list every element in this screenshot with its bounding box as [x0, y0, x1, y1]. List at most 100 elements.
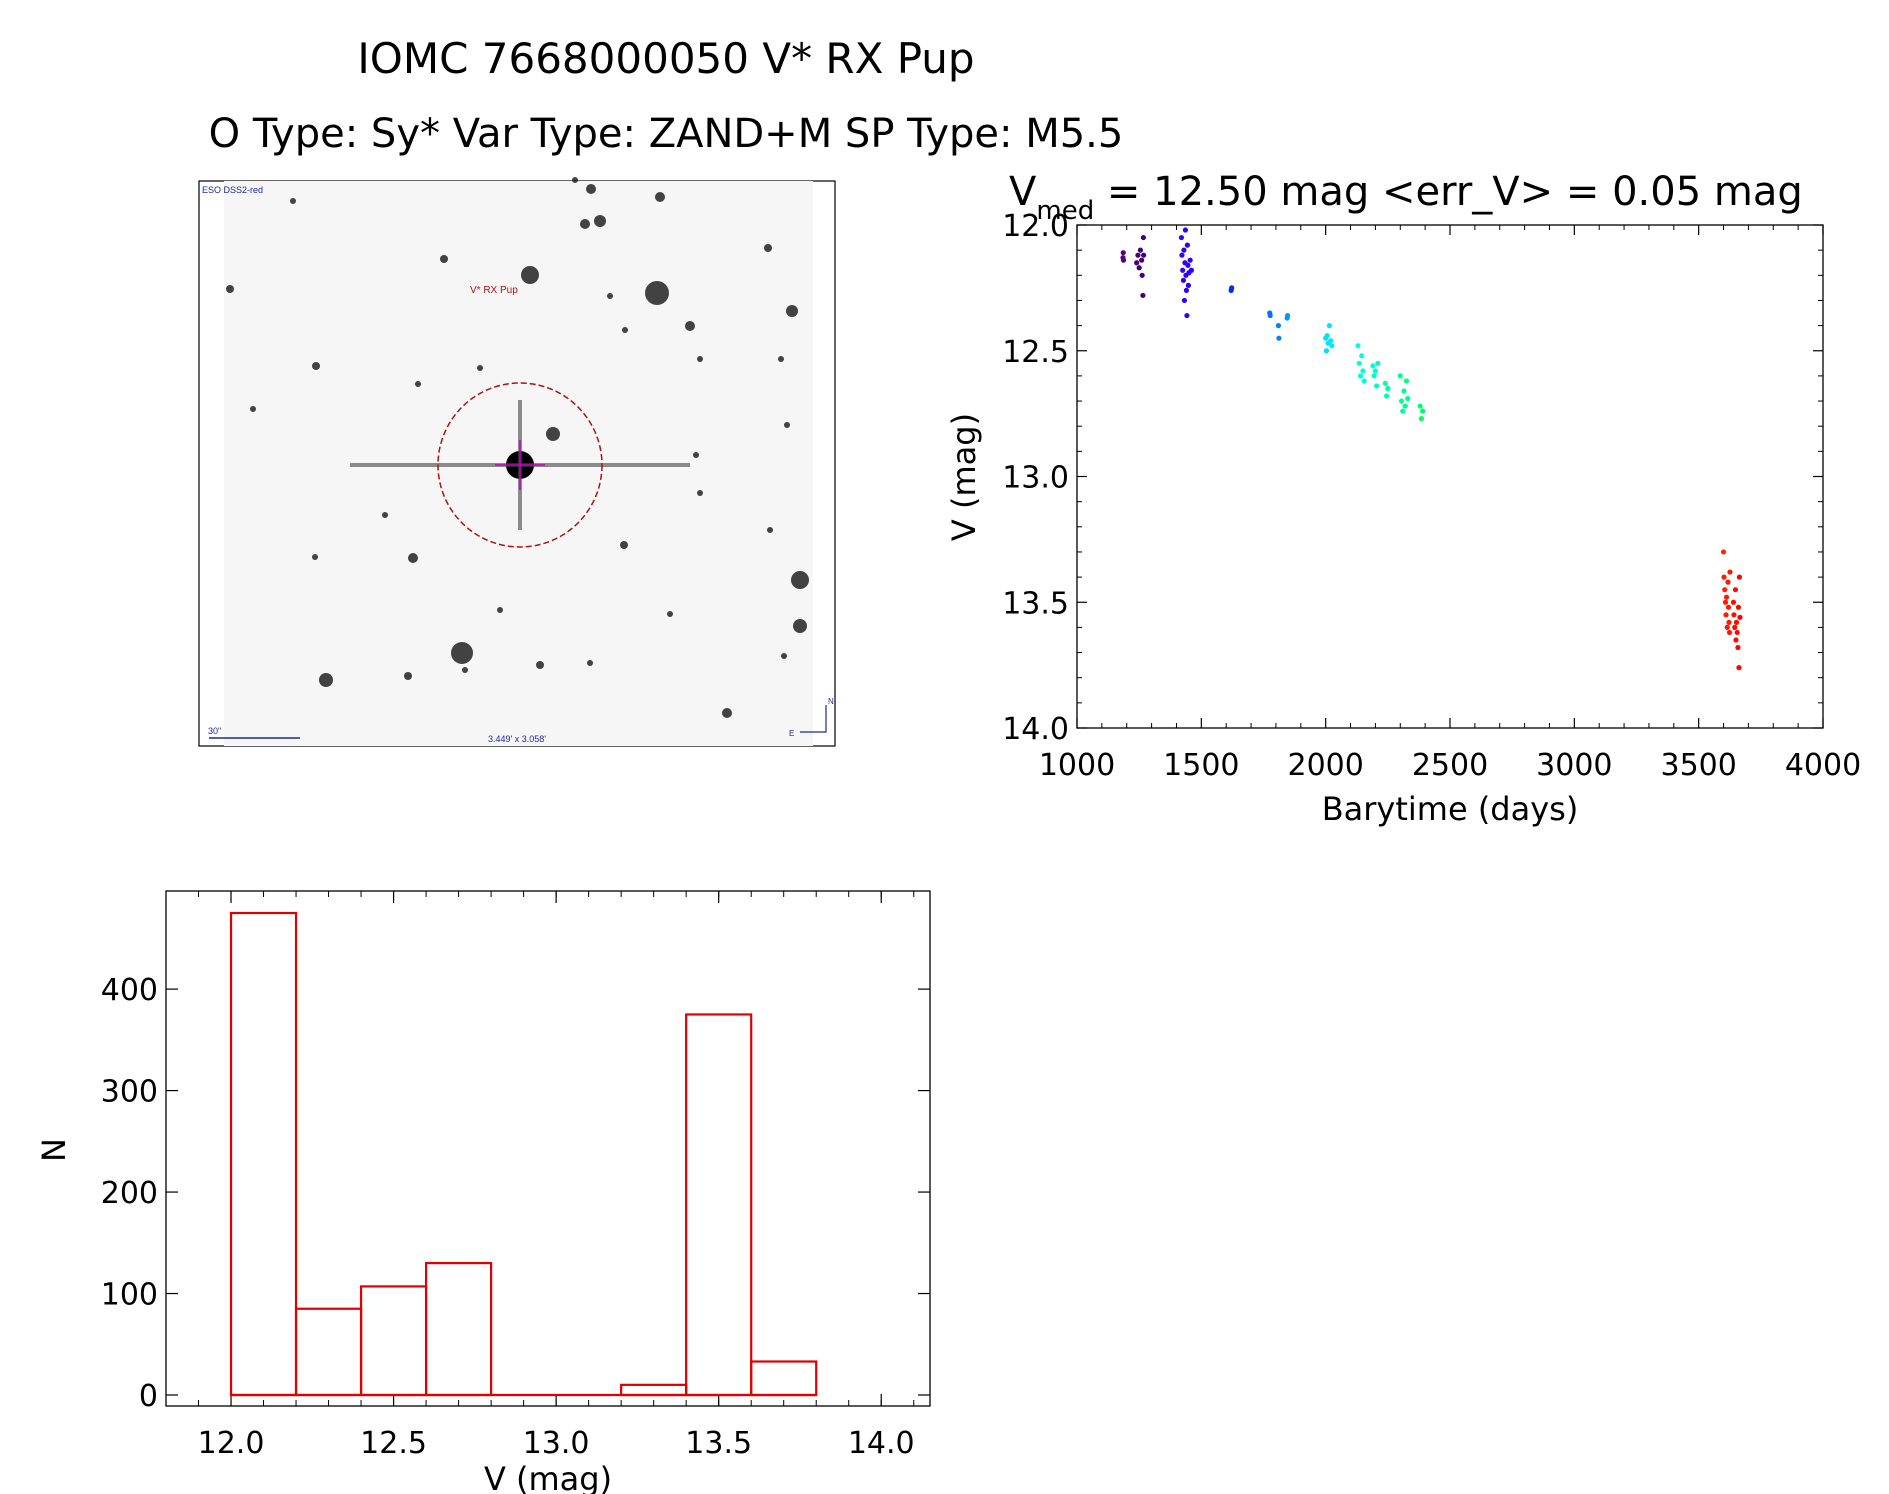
- lc-point-19: [1182, 227, 1189, 233]
- hist-bar-0: [229, 911, 298, 1397]
- star-26: [722, 708, 732, 718]
- hist-xtick-label: 13.0: [523, 1426, 590, 1461]
- lc-point-90: [1736, 574, 1743, 580]
- star-30: [226, 285, 234, 293]
- lc-xtick-label: 2500: [1412, 748, 1488, 783]
- star-14: [693, 452, 699, 458]
- light-curve-xlabel: Barytime (days): [1322, 790, 1579, 828]
- lc-point-45: [1356, 360, 1362, 366]
- star-22: [587, 660, 593, 666]
- lc-point-55: [1382, 380, 1388, 387]
- lc-point-10: [1140, 234, 1146, 241]
- lc-point-17: [1181, 297, 1188, 304]
- lc-ytick-label: 12.0: [1002, 209, 1069, 244]
- lc-point-75: [1725, 579, 1731, 585]
- star-19: [408, 553, 418, 563]
- star-38: [607, 293, 613, 299]
- lc-point-22: [1184, 312, 1190, 319]
- light-curve-title: Vmed = 12.50 mag <err_V> = 0.05 mag: [1009, 169, 1803, 226]
- lc-point-16: [1181, 247, 1187, 253]
- star-1: [594, 215, 606, 227]
- light-curve-ylabel: V (mag): [945, 413, 983, 541]
- star-35: [382, 512, 388, 518]
- lc-point-74: [1724, 624, 1730, 631]
- star-33: [764, 244, 772, 252]
- lc-point-56: [1383, 393, 1390, 399]
- lc-point-21: [1183, 287, 1190, 293]
- lc-ytick-label: 13.0: [1002, 461, 1069, 496]
- lc-point-62: [1402, 403, 1408, 409]
- lc-point-6: [1137, 247, 1144, 253]
- hist-ytick-label: 400: [101, 973, 158, 1008]
- lc-point-15: [1180, 277, 1187, 283]
- lc-point-49: [1361, 378, 1367, 384]
- lc-point-51: [1371, 373, 1377, 379]
- lc-point-59: [1398, 398, 1405, 404]
- star-25: [404, 672, 412, 680]
- lc-xtick-label: 1000: [1039, 748, 1115, 783]
- lc-point-66: [1418, 416, 1425, 422]
- lc-point-61: [1401, 388, 1407, 394]
- fov-label: 3.449' x 3.058': [488, 734, 546, 744]
- star-6: [440, 255, 448, 263]
- star-29: [781, 653, 787, 659]
- figure-title: IOMC 7668000050 V* RX Pup: [357, 34, 974, 83]
- star-24: [319, 673, 333, 687]
- lc-point-69: [1721, 574, 1727, 580]
- lc-point-71: [1722, 599, 1729, 605]
- lc-point-81: [1731, 612, 1737, 618]
- star-17: [250, 406, 256, 412]
- star-7: [546, 427, 560, 441]
- lc-point-28: [1188, 267, 1194, 273]
- hist-bar-6: [620, 1383, 688, 1397]
- lc-point-84: [1733, 637, 1739, 643]
- lc-point-67: [1420, 408, 1426, 414]
- lc-point-39: [1324, 333, 1330, 339]
- star-34: [778, 356, 784, 362]
- lc-point-73: [1723, 594, 1730, 600]
- compass-arrows: [800, 705, 827, 733]
- lc-point-91: [1737, 614, 1743, 620]
- hist-ytick-label: 100: [101, 1278, 158, 1313]
- lc-point-24: [1185, 262, 1191, 268]
- lc-point-9: [1140, 292, 1146, 299]
- lc-point-85: [1733, 619, 1740, 625]
- hist-xtick-label: 12.0: [198, 1426, 265, 1461]
- lc-point-33: [1275, 323, 1282, 329]
- hist-xtick-label: 14.0: [848, 1426, 915, 1461]
- star-11: [697, 356, 703, 362]
- lc-point-58: [1397, 373, 1403, 379]
- star-5: [645, 281, 669, 305]
- lc-point-44: [1355, 343, 1361, 349]
- lc-point-64: [1405, 395, 1411, 402]
- lc-point-89: [1736, 665, 1742, 671]
- lc-point-4: [1135, 252, 1141, 258]
- lc-point-77: [1726, 619, 1732, 625]
- lc-point-80: [1730, 599, 1737, 605]
- star-39: [622, 327, 628, 333]
- lc-point-8: [1139, 272, 1145, 278]
- lc-point-65: [1417, 403, 1423, 409]
- lc-point-43: [1329, 343, 1335, 349]
- compass-north: N: [828, 697, 834, 706]
- lc-ytick-label: 12.5: [1002, 335, 1069, 370]
- star-31: [290, 198, 296, 204]
- object-label: V* RX Pup: [470, 285, 518, 296]
- lc-point-50: [1370, 363, 1376, 369]
- lc-point-11: [1141, 252, 1147, 258]
- lc-xtick-label: 3000: [1536, 748, 1612, 783]
- target-reticle: [437, 382, 603, 548]
- lc-point-72: [1723, 612, 1729, 618]
- lc-point-2: [1120, 257, 1127, 263]
- star-16: [312, 362, 320, 370]
- lc-point-30: [1229, 285, 1235, 291]
- lc-point-76: [1725, 604, 1732, 610]
- histogram-plot: 12.0 12.5 13.0 13.5 14.0 0 100 200 300 400 V (mag…: [35, 890, 931, 1494]
- lc-point-88: [1735, 604, 1742, 610]
- lc-point-12: [1178, 234, 1185, 241]
- lc-xtick-label: 4000: [1785, 748, 1861, 783]
- star-20: [536, 661, 544, 669]
- lc-ytick-label: 13.5: [1002, 586, 1069, 621]
- lc-point-70: [1722, 587, 1728, 593]
